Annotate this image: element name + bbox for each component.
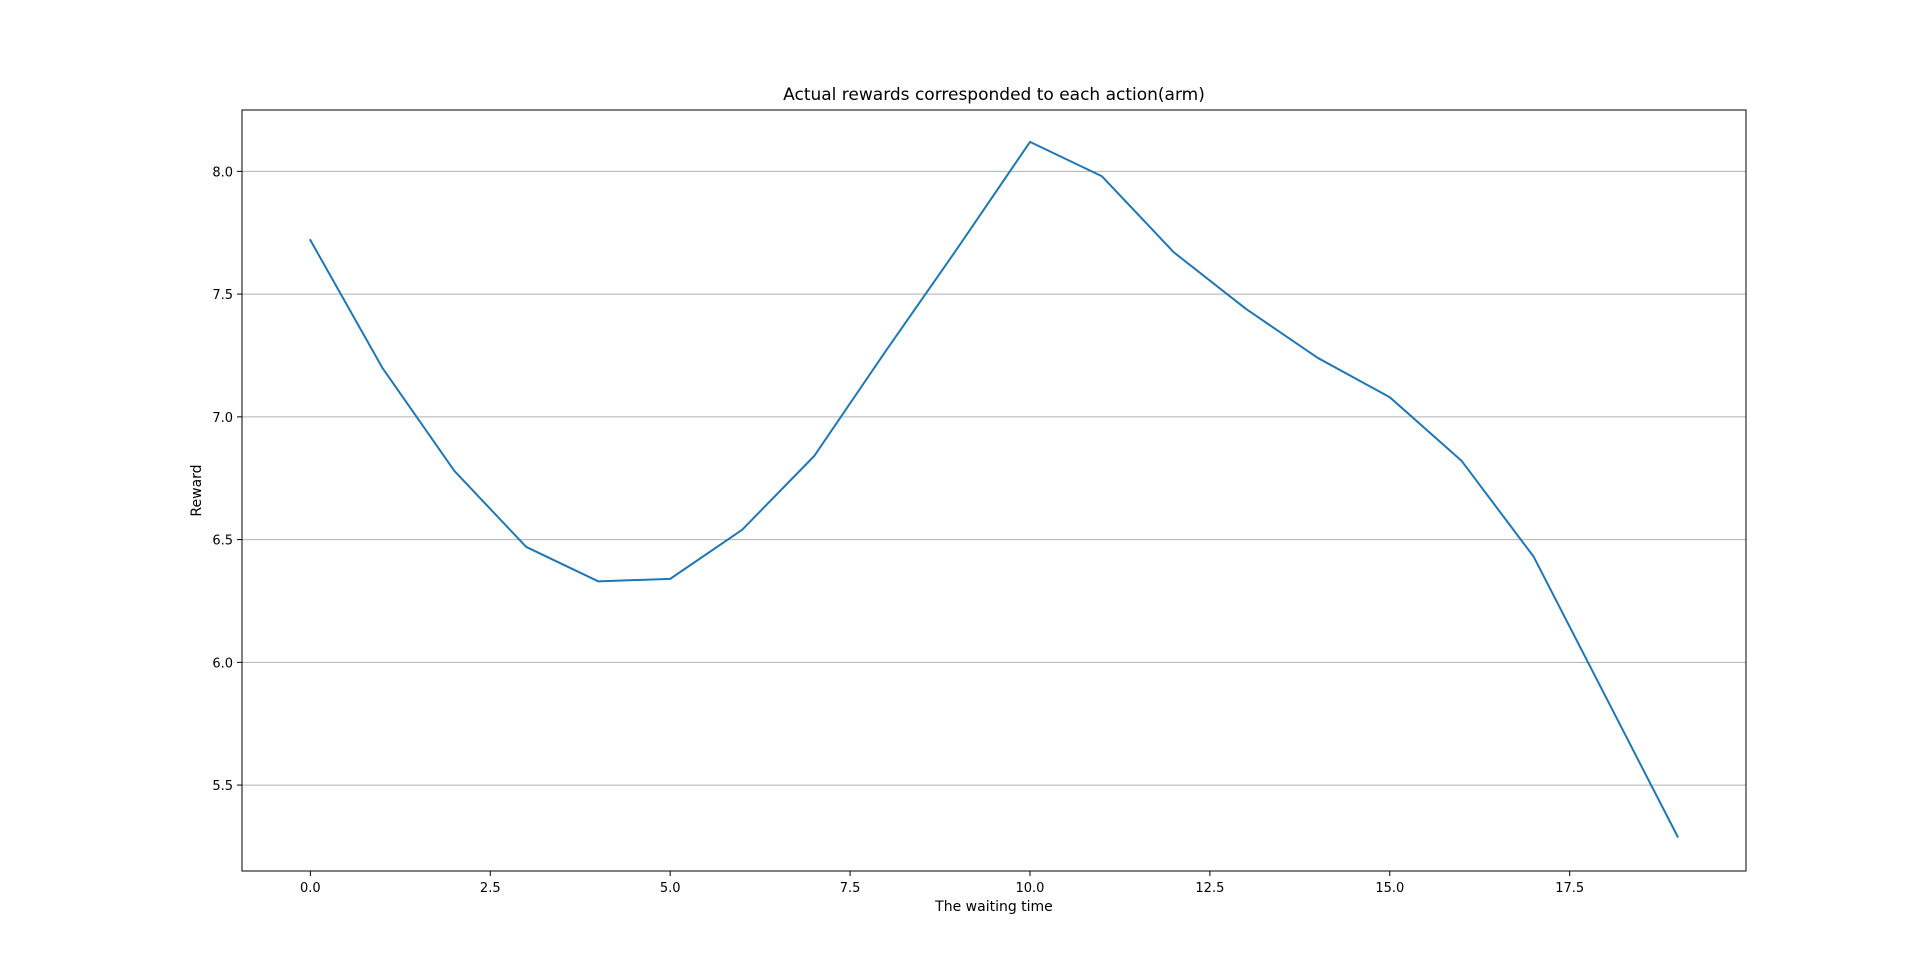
y-tick-label: 6.5 bbox=[212, 534, 233, 549]
series-line-0 bbox=[308, 140, 1679, 838]
plot-area-frame bbox=[241, 109, 1747, 872]
x-tick-label: 12.5 bbox=[1195, 881, 1224, 896]
x-tick-label: 17.5 bbox=[1555, 881, 1584, 896]
y-tick-label: 5.5 bbox=[212, 779, 233, 794]
y-tick-label: 6.0 bbox=[212, 656, 233, 671]
x-tick-label: 10.0 bbox=[1016, 881, 1045, 896]
x-tick-label: 2.5 bbox=[480, 881, 501, 896]
x-tick-label: 5.0 bbox=[660, 881, 681, 896]
y-tick-label: 7.5 bbox=[212, 288, 233, 303]
y-tick-label: 7.0 bbox=[212, 411, 233, 426]
x-axis-ticks: 0.0 2.5 5.0 7.5 10.0 12.5 15.0 17.5 bbox=[300, 871, 1584, 896]
grid-lines bbox=[242, 170, 1746, 786]
chart-title: Actual rewards corresponded to each acti… bbox=[783, 85, 1205, 105]
x-tick-label: 15.0 bbox=[1375, 881, 1404, 896]
y-tick-label: 8.0 bbox=[212, 165, 233, 180]
y-axis-ticks: 5.5 6.0 6.5 7.0 7.5 8.0 bbox=[212, 165, 242, 794]
series-layer bbox=[308, 140, 1679, 838]
x-axis-label: The waiting time bbox=[934, 899, 1053, 915]
x-tick-label: 7.5 bbox=[840, 881, 861, 896]
y-axis-label: Reward bbox=[189, 464, 205, 516]
x-tick-label: 0.0 bbox=[300, 881, 321, 896]
